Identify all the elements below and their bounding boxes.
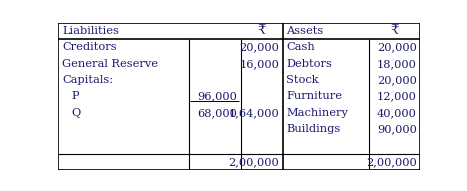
Text: ₹: ₹ — [390, 25, 399, 38]
Text: ₹: ₹ — [258, 25, 266, 38]
Text: 20,000: 20,000 — [239, 42, 279, 53]
Text: Debtors: Debtors — [286, 59, 332, 69]
Text: 16,000: 16,000 — [239, 59, 279, 69]
Text: 20,000: 20,000 — [377, 42, 417, 53]
Text: 68,000: 68,000 — [198, 108, 238, 118]
Text: 20,000: 20,000 — [377, 75, 417, 85]
Text: Buildings: Buildings — [286, 124, 340, 134]
Text: Capitals:: Capitals: — [62, 75, 113, 85]
Text: 1,64,000: 1,64,000 — [228, 108, 279, 118]
Text: Furniture: Furniture — [286, 91, 342, 101]
Text: Creditors: Creditors — [62, 42, 117, 53]
Text: Liabilities: Liabilities — [62, 26, 119, 36]
Text: Machinery: Machinery — [286, 108, 348, 118]
Text: General Reserve: General Reserve — [62, 59, 158, 69]
Text: 2,00,000: 2,00,000 — [366, 157, 417, 167]
Text: 18,000: 18,000 — [377, 59, 417, 69]
Text: Stock: Stock — [286, 75, 319, 85]
Text: 90,000: 90,000 — [377, 124, 417, 134]
Text: Cash: Cash — [286, 42, 315, 53]
Text: 12,000: 12,000 — [377, 91, 417, 101]
Text: 96,000: 96,000 — [198, 91, 238, 101]
Text: P: P — [71, 91, 78, 101]
Text: 40,000: 40,000 — [377, 108, 417, 118]
Text: Assets: Assets — [286, 26, 324, 36]
Text: Q: Q — [71, 108, 80, 118]
Text: 2,00,000: 2,00,000 — [228, 157, 279, 167]
